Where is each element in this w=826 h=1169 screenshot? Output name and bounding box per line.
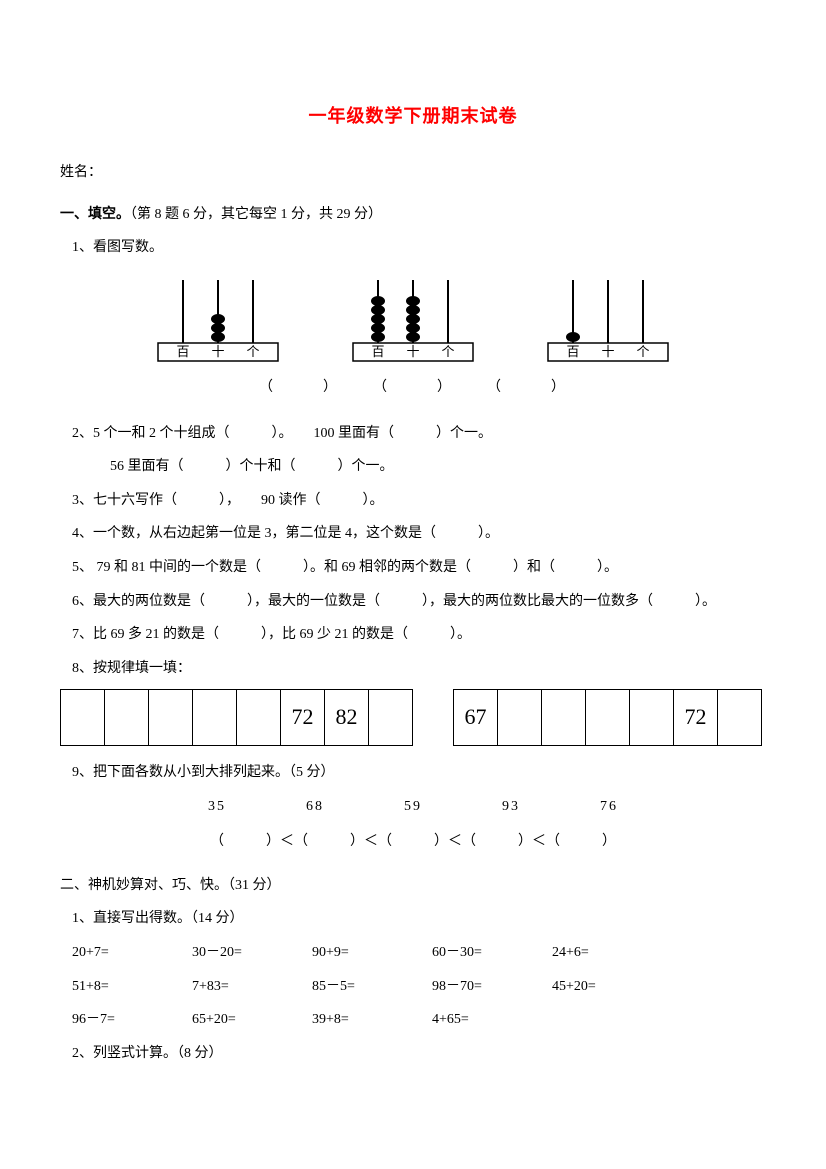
q5: 5、 79 和 81 中间的一个数是（ ）。和 69 相邻的两个数是（ ）和（ … (72, 551, 766, 585)
calc-item: 98－70= (432, 970, 552, 1004)
seq-cell: 67 (454, 690, 498, 746)
abacus-answers: （ ） （ ） （ ） (60, 371, 766, 405)
q8: 8、按规律填一填： (72, 652, 766, 686)
abacus-icon: 百十个 (343, 275, 483, 365)
calc-item: 24+6= (552, 936, 672, 970)
s2-q2: 2、列竖式计算。（8 分） (72, 1037, 766, 1071)
q3: 3、七十六写作（ ）， 90 读作（ ）。 (72, 484, 766, 518)
seq-table-1: 7282 (60, 689, 413, 746)
calc-item: 90+9= (312, 936, 432, 970)
abacus-icon: 百十个 (148, 275, 288, 365)
svg-text:百: 百 (176, 344, 189, 359)
name-label: 姓名： (60, 156, 766, 190)
svg-text:百: 百 (566, 344, 579, 359)
seq-table-2: 67 72 (453, 689, 762, 746)
calc-item: 85－5= (312, 970, 432, 1004)
seq-cell (498, 690, 542, 746)
calc-row-2: 51+8=7+83=85－5=98－70=45+20= (72, 970, 766, 1004)
seq-cell (105, 690, 149, 746)
calc-item: 45+20= (552, 970, 672, 1004)
seq-cell: 72 (674, 690, 718, 746)
seq-cell (586, 690, 630, 746)
seq-cell (61, 690, 105, 746)
q7: 7、比 69 多 21 的数是（ ），比 69 少 21 的数是（ ）。 (72, 618, 766, 652)
calc-item: 4+65= (432, 1003, 552, 1037)
calc-item: 30－20= (192, 936, 312, 970)
seq-cell (542, 690, 586, 746)
svg-text:个: 个 (246, 344, 259, 359)
svg-text:十: 十 (406, 344, 419, 359)
seq-cell (237, 690, 281, 746)
calc-item: 65+20= (192, 1003, 312, 1037)
q2b: 56 里面有（ ）个十和（ ）个一。 (110, 450, 766, 484)
calc-item: 96－7= (72, 1003, 192, 1037)
calc-row-1: 20+7=30－20=90+9=60－30=24+6= (72, 936, 766, 970)
seq-cell (193, 690, 237, 746)
sequence-tables: 7282 6772 (60, 689, 766, 746)
abacus: 百十个 (148, 275, 288, 365)
calc-row-3: 96－7=65+20=39+8=4+65= (72, 1003, 766, 1037)
sort-numbers: 35 68 59 93 76 (60, 790, 766, 824)
s2-q1: 1、直接写出得数。（14 分） (72, 902, 766, 936)
svg-text:十: 十 (601, 344, 614, 359)
seq-cell (630, 690, 674, 746)
q6: 6、最大的两位数是（ ），最大的一位数是（ ），最大的两位数比最大的一位数多（ … (72, 585, 766, 619)
seq-cell (369, 690, 413, 746)
calc-item: 60－30= (432, 936, 552, 970)
page-title: 一年级数学下册期末试卷 (60, 95, 766, 138)
seq-cell: 72 (281, 690, 325, 746)
calc-item: 51+8= (72, 970, 192, 1004)
calc-item: 20+7= (72, 936, 192, 970)
abacus-icon: 百十个 (538, 275, 678, 365)
svg-text:个: 个 (636, 344, 649, 359)
section1-head-bold: 一、填空。 (60, 207, 130, 222)
seq-cell: 82 (325, 690, 369, 746)
seq-cell (149, 690, 193, 746)
calc-item (552, 1003, 672, 1037)
svg-text:个: 个 (441, 344, 454, 359)
sort-parens: （ ）＜（ ）＜（ ）＜（ ）＜（ ） (60, 825, 766, 859)
q2a: 2、5 个一和 2 个十组成（ ）。 100 里面有（ ）个一。 (72, 417, 766, 451)
q9: 9、把下面各数从小到大排列起来。（5 分） (72, 756, 766, 790)
svg-text:十: 十 (211, 344, 224, 359)
section1-head-rest: （第 8 题 6 分，其它每空 1 分，共 29 分） (130, 207, 382, 222)
svg-text:百: 百 (371, 344, 384, 359)
section2-head: 二、神机妙算对、巧、快。（31 分） (60, 869, 766, 903)
q4: 4、一个数，从右边起第一位是 3，第二位是 4，这个数是（ ）。 (72, 517, 766, 551)
calc-item: 7+83= (192, 970, 312, 1004)
abacus-row: 百十个百十个百十个 (60, 275, 766, 365)
q1: 1、看图写数。 (72, 231, 766, 265)
seq-cell (718, 690, 762, 746)
abacus: 百十个 (343, 275, 483, 365)
section1-head: 一、填空。（第 8 题 6 分，其它每空 1 分，共 29 分） (60, 198, 766, 232)
calc-item: 39+8= (312, 1003, 432, 1037)
abacus: 百十个 (538, 275, 678, 365)
